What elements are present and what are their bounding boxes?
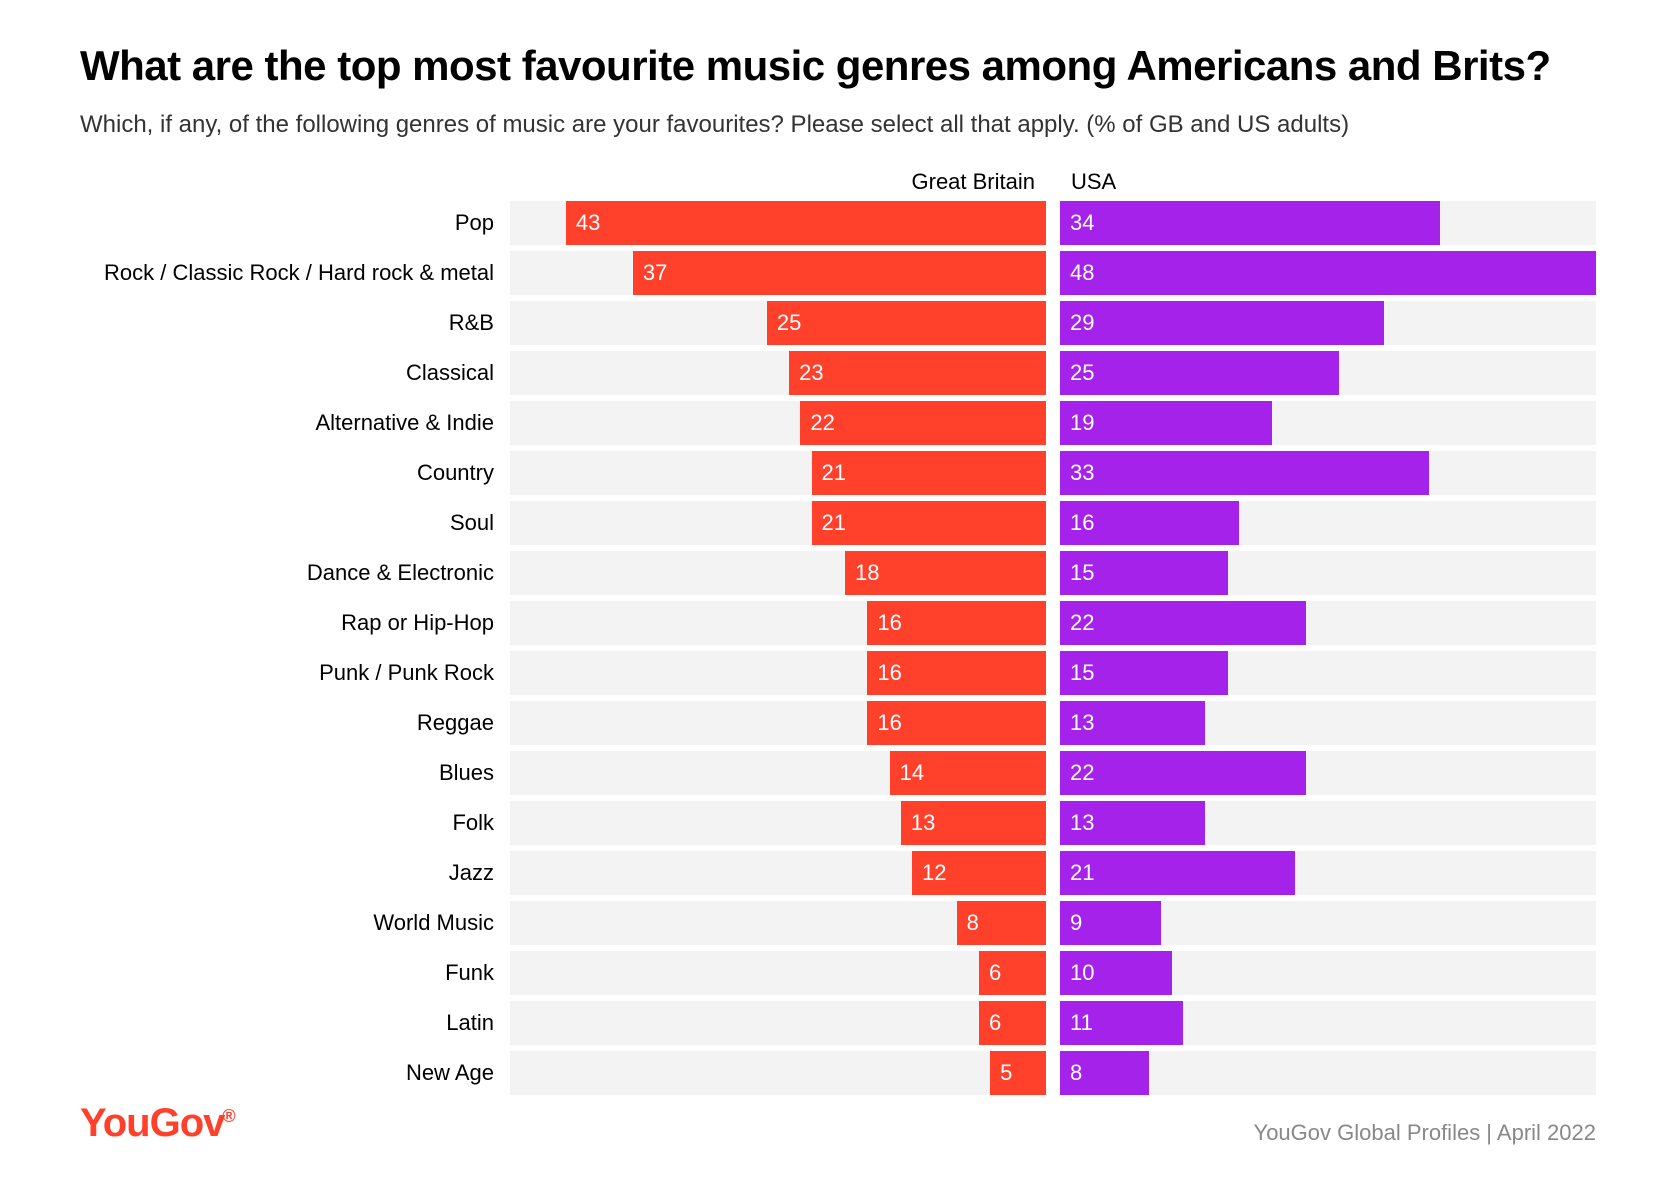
us-bar: 13	[1060, 801, 1205, 845]
us-bar: 33	[1060, 451, 1429, 495]
category-label: Rap or Hip-Hop	[80, 601, 510, 645]
category-label: Blues	[80, 751, 510, 795]
us-bar: 22	[1060, 751, 1306, 795]
gb-bar: 18	[845, 551, 1046, 595]
chart-row: Alternative & Indie 22 19	[80, 401, 1596, 445]
gb-bar: 6	[979, 951, 1046, 995]
chart-row: Latin 6 11	[80, 1001, 1596, 1045]
chart-row: R&B 25 29	[80, 301, 1596, 345]
us-bar: 16	[1060, 501, 1239, 545]
gb-bar: 23	[789, 351, 1046, 395]
category-label: Alternative & Indie	[80, 401, 510, 445]
category-label: Punk / Punk Rock	[80, 651, 510, 695]
gb-bar: 12	[912, 851, 1046, 895]
gb-bar: 16	[867, 651, 1046, 695]
us-bar: 11	[1060, 1001, 1183, 1045]
category-label: Folk	[80, 801, 510, 845]
chart-row: Pop 43 34	[80, 201, 1596, 245]
chart-row: Country 21 33	[80, 451, 1596, 495]
us-bar: 10	[1060, 951, 1172, 995]
chart-title: What are the top most favourite music ge…	[80, 40, 1596, 93]
chart-row: Folk 13 13	[80, 801, 1596, 845]
gb-bar: 13	[901, 801, 1046, 845]
gb-bar: 21	[812, 451, 1047, 495]
chart-row: Rock / Classic Rock / Hard rock & metal 3…	[80, 251, 1596, 295]
chart-row: Funk 6 10	[80, 951, 1596, 995]
gb-bar: 16	[867, 701, 1046, 745]
yougov-logo: YouGov®	[80, 1101, 235, 1146]
gb-bar: 22	[800, 401, 1046, 445]
gb-bar: 5	[990, 1051, 1046, 1095]
chart-row: Blues 14 22	[80, 751, 1596, 795]
gb-bar: 25	[767, 301, 1046, 345]
gb-bar: 21	[812, 501, 1047, 545]
category-label: Reggae	[80, 701, 510, 745]
us-bar: 15	[1060, 651, 1228, 695]
us-bar: 22	[1060, 601, 1306, 645]
us-bar: 13	[1060, 701, 1205, 745]
us-bar: 29	[1060, 301, 1384, 345]
category-label: Latin	[80, 1001, 510, 1045]
us-bar: 8	[1060, 1051, 1149, 1095]
category-label: New Age	[80, 1051, 510, 1095]
chart-row: Classical 23 25	[80, 351, 1596, 395]
chart-row: Punk / Punk Rock 16 15	[80, 651, 1596, 695]
chart-subtitle: Which, if any, of the following genres o…	[80, 111, 1596, 139]
gb-bar: 37	[633, 251, 1046, 295]
category-label: Rock / Classic Rock / Hard rock & metal	[80, 251, 510, 295]
source-text: YouGov Global Profiles | April 2022	[1254, 1120, 1596, 1146]
chart-row: Jazz 12 21	[80, 851, 1596, 895]
category-label: Jazz	[80, 851, 510, 895]
chart-row: New Age 58	[80, 1051, 1596, 1095]
category-label: Soul	[80, 501, 510, 545]
gb-bar: 8	[957, 901, 1046, 945]
diverging-bar-chart: Great Britain USA Pop 43 34 Rock / Classic …	[80, 169, 1596, 1095]
us-bar: 9	[1060, 901, 1161, 945]
chart-row: Reggae 16 13	[80, 701, 1596, 745]
gb-bar: 14	[890, 751, 1046, 795]
us-bar: 48	[1060, 251, 1596, 295]
us-bar: 25	[1060, 351, 1339, 395]
gb-bar: 16	[867, 601, 1046, 645]
chart-row: World Music 89	[80, 901, 1596, 945]
chart-row: Rap or Hip-Hop 16 22	[80, 601, 1596, 645]
category-label: Dance & Electronic	[80, 551, 510, 595]
gb-bar: 43	[566, 201, 1046, 245]
category-label: Funk	[80, 951, 510, 995]
category-label: Classical	[80, 351, 510, 395]
category-label: Pop	[80, 201, 510, 245]
chart-row: Soul 21 16	[80, 501, 1596, 545]
us-bar: 19	[1060, 401, 1272, 445]
category-label: Country	[80, 451, 510, 495]
us-bar: 15	[1060, 551, 1228, 595]
gb-bar: 6	[979, 1001, 1046, 1045]
us-bar: 21	[1060, 851, 1295, 895]
chart-row: Dance & Electronic 18 15	[80, 551, 1596, 595]
us-bar: 34	[1060, 201, 1440, 245]
left-series-header: Great Britain	[510, 169, 1043, 195]
category-label: World Music	[80, 901, 510, 945]
category-label: R&B	[80, 301, 510, 345]
right-series-header: USA	[1057, 169, 1596, 195]
